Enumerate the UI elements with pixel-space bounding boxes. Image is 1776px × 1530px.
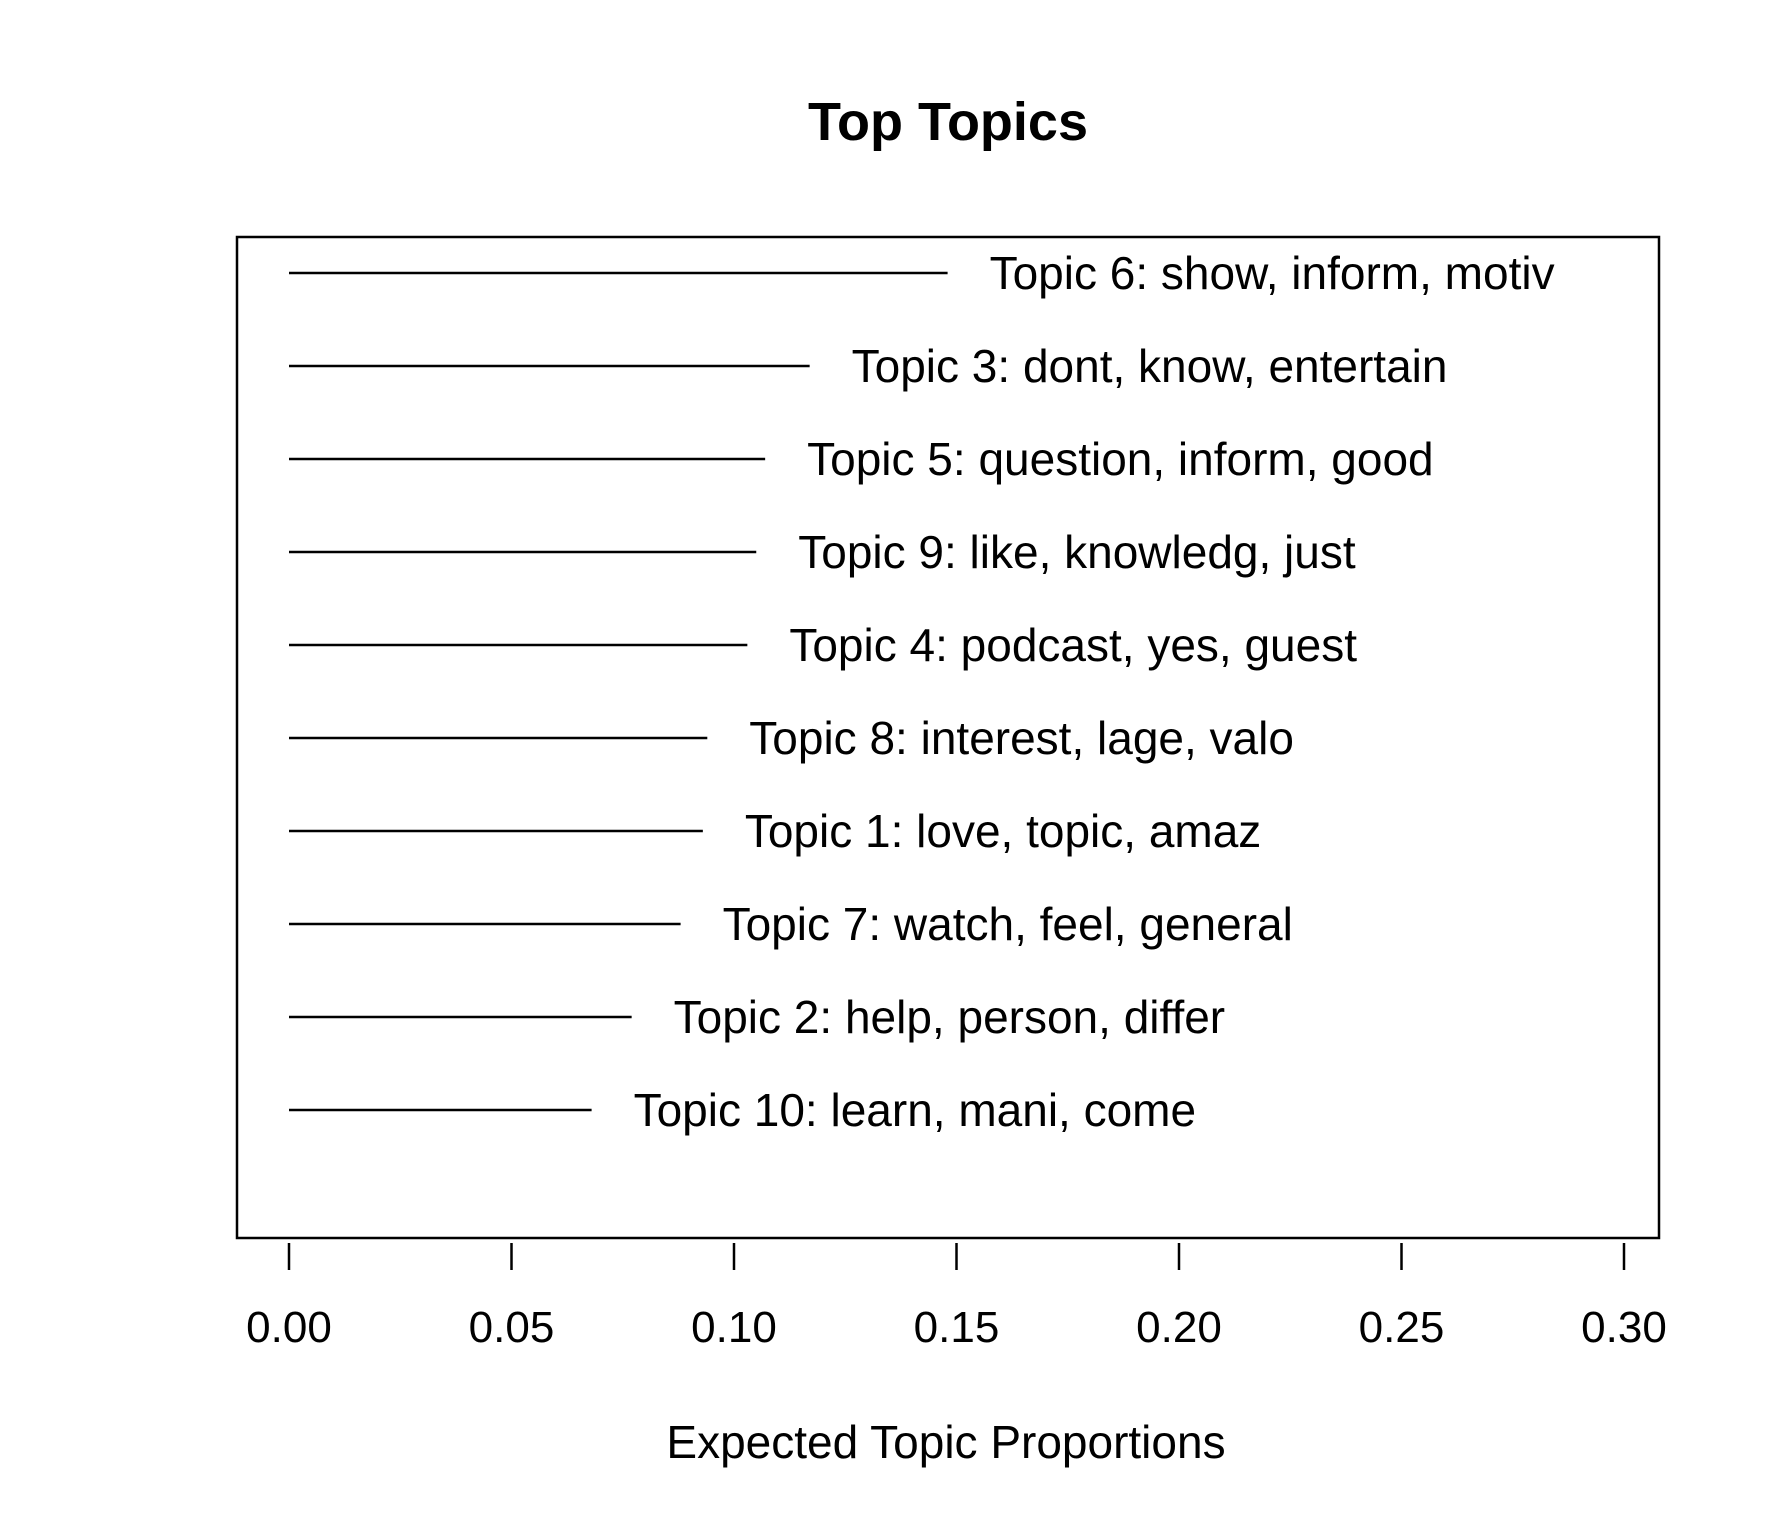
x-axis: 0.00 0.05 0.10 0.15 0.20 0.25 0.30 (246, 1243, 1667, 1352)
bar-label: Topic 2: help, person, differ (674, 991, 1225, 1043)
bar-label: Topic 5: question, inform, good (807, 433, 1433, 485)
plot-frame (235, 235, 1661, 1240)
x-tick-label: 0.05 (469, 1303, 555, 1352)
bar-label: Topic 10: learn, mani, come (634, 1084, 1197, 1136)
x-tick-label: 0.25 (1359, 1303, 1445, 1352)
bar-label: Topic 1: love, topic, amaz (745, 805, 1261, 857)
bar-label: Topic 7: watch, feel, general (723, 898, 1293, 950)
x-tick-label: 0.10 (691, 1303, 777, 1352)
bar-label: Topic 8: interest, lage, valo (749, 712, 1294, 764)
x-tick-label: 0.30 (1581, 1303, 1667, 1352)
bar-label: Topic 9: like, knowledg, just (798, 526, 1356, 578)
chart-title: Top Topics (808, 92, 1088, 152)
x-axis-label: Expected Topic Proportions (666, 1416, 1225, 1468)
x-tick-label: 0.15 (914, 1303, 1000, 1352)
x-tick-label: 0.20 (1136, 1303, 1222, 1352)
bar-label: Topic 6: show, inform, motiv (990, 247, 1555, 299)
bar-label: Topic 3: dont, know, entertain (852, 340, 1448, 392)
bars-group: Topic 6: show, inform, motiv Topic 3: don… (289, 247, 1555, 1136)
bar-label: Topic 4: podcast, yes, guest (789, 619, 1357, 671)
x-tick-label: 0.00 (246, 1303, 332, 1352)
